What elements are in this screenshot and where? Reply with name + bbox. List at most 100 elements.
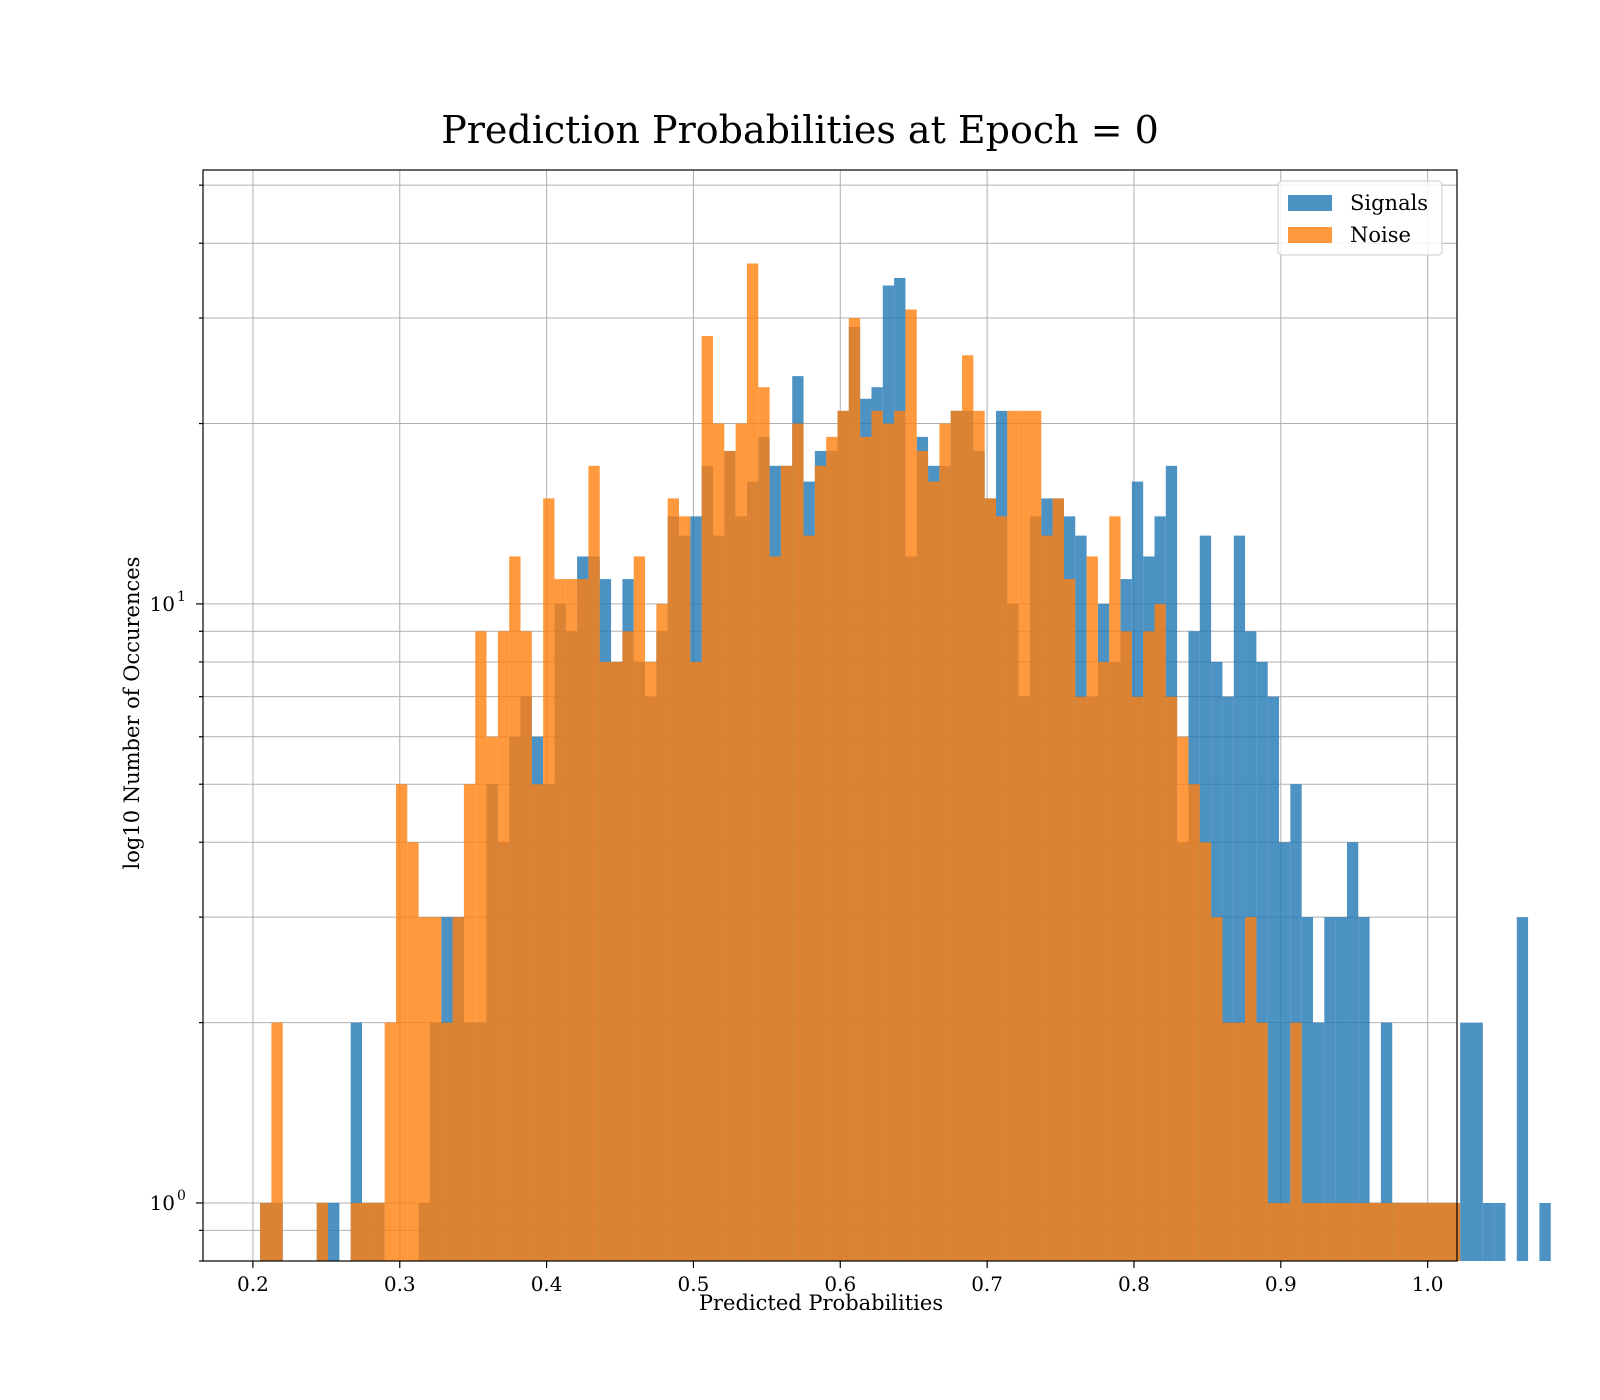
bar-noise [780,465,793,1262]
bar-noise [973,410,985,1261]
bar-noise [905,309,917,1261]
bar-noise [531,784,544,1261]
bar-noise [1346,1202,1359,1261]
bar-noise [826,436,838,1261]
bar-noise [950,410,963,1261]
bar-noise [1380,1202,1393,1261]
bar-noise [1063,579,1076,1261]
x-tick-label: 0.9 [1265,1272,1297,1296]
bar-noise [712,423,725,1261]
bar-noise [395,784,408,1261]
bar-noise [1188,784,1200,1261]
bar-noise [520,631,532,1261]
bar-noise [1426,1202,1438,1261]
bar-noise [701,336,713,1261]
bar-noise [633,556,646,1261]
bar-noise [577,579,589,1261]
bar-noise [622,631,634,1261]
bar-noise [803,535,815,1261]
bar-noise [1131,696,1144,1261]
bar-noise [1267,1202,1280,1261]
bar-noise [645,661,657,1261]
bar-noise [1290,1022,1302,1261]
bar-signals [1460,1022,1472,1261]
bar-noise [996,516,1008,1261]
bar-noise [735,423,747,1261]
bar-noise [1437,1202,1449,1261]
bar-noise [565,579,578,1261]
bar-noise [1256,1022,1268,1261]
bar-noise [362,1202,374,1261]
bar-noise [1199,842,1212,1261]
bar-noise [1392,1202,1404,1261]
bar-signals [328,1202,340,1261]
bar-noise [1029,410,1042,1261]
bar-noise [679,516,691,1261]
bar-noise [882,423,895,1261]
bar-noise [1177,736,1189,1261]
legend: Signals Noise [1277,180,1443,256]
bar-signals [1222,696,1234,1261]
series-noise [260,263,1461,1262]
bar-signals [1279,842,1291,1261]
bar-noise [1052,498,1064,1261]
y-tick-label-exponent: 0 [177,1188,186,1204]
legend-label-signals: Signals [1350,191,1428,215]
bar-noise [407,842,419,1261]
chart-title: Prediction Probabilities at Epoch = 0 [441,108,1159,152]
bar-noise [373,1202,385,1261]
x-tick-label: 0.3 [384,1272,416,1296]
bar-noise [543,498,555,1261]
bar-noise [1154,603,1166,1261]
bar-noise [554,579,566,1261]
bar-noise [724,450,736,1262]
bar-noise [860,436,872,1261]
bar-noise [984,498,996,1261]
bar-noise [1233,1022,1246,1261]
bar-noise [1075,696,1087,1261]
legend-swatch-noise [1288,227,1332,243]
bar-noise [260,1202,272,1261]
bar-noise [1211,917,1223,1261]
legend-swatch-signals [1288,195,1332,211]
bar-noise [588,465,600,1262]
bar-noise [928,481,940,1262]
x-tick-label: 0.8 [1118,1272,1150,1296]
bar-noise [656,603,668,1261]
y-tick-label-exponent: 1 [177,589,186,605]
bar-noise [1414,1202,1427,1261]
bar-noise [871,410,883,1261]
bar-noise [1018,410,1030,1261]
bar-noise [746,263,759,1261]
bar-signals [1494,1202,1506,1261]
bar-noise [271,1022,283,1261]
bar-signals [350,1022,363,1261]
bar-signals [1313,1022,1325,1261]
bar-signals [1324,917,1336,1261]
bar-signals [1256,661,1268,1261]
bar-noise [1245,917,1257,1261]
bar-signals [1539,1202,1551,1261]
bar-noise [1143,631,1155,1261]
bar-signals [1233,535,1246,1261]
x-tick-label: 0.5 [678,1272,710,1296]
bar-noise [1313,1202,1325,1261]
bar-noise [316,1202,329,1261]
bar-noise [463,784,476,1261]
bar-signals [1335,917,1347,1261]
bar-noise [599,661,612,1261]
bar-noise [1335,1202,1347,1261]
bar-noise [758,387,770,1261]
bar-noise [1165,696,1178,1261]
legend-label-noise: Noise [1350,223,1411,247]
bar-noise [509,556,521,1261]
bar-noise [1007,410,1019,1261]
bar-noise [611,661,623,1261]
bar-signals [1471,1022,1483,1261]
bar-noise [894,410,906,1261]
bar-noise [486,736,498,1261]
bar-signals [1516,917,1529,1261]
bar-noise [1369,1202,1381,1261]
bar-noise [916,450,929,1262]
